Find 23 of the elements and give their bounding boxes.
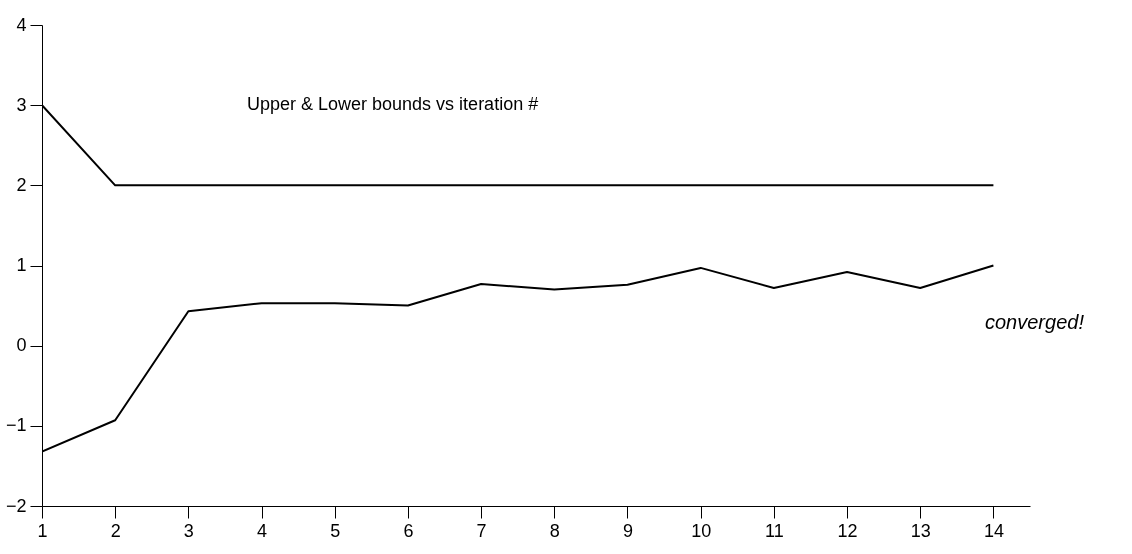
- x-tick-label: 2: [110, 520, 121, 541]
- text: Upper & Lower bounds vs iteration #: [247, 94, 539, 114]
- x-tick-label: 3: [183, 520, 194, 541]
- x-tick-label: 11: [765, 520, 784, 541]
- y-tick-label: 0: [16, 335, 27, 356]
- x-tick-label: 5: [330, 520, 341, 541]
- x-tick-label: 4: [257, 520, 268, 541]
- y-tick-label: 3: [16, 94, 27, 115]
- x-tick-label: 10: [691, 520, 712, 541]
- x-tick-label: 8: [549, 520, 560, 541]
- y-tick-label: 2: [16, 174, 27, 195]
- annotation: converged!: [985, 311, 1085, 333]
- x-tick-label: 9: [622, 520, 633, 541]
- x-tick-label: 6: [403, 520, 414, 541]
- x-tick-label: 1: [37, 520, 48, 541]
- x-tick-label: 13: [910, 520, 931, 541]
- y-tick-label: 4: [16, 14, 27, 35]
- y-tick-label: −1: [5, 415, 27, 436]
- x-tick-label: 7: [476, 520, 487, 541]
- x-tick-label: 12: [837, 520, 858, 541]
- y-tick-label: 1: [16, 255, 27, 275]
- y-tick-label: −2: [5, 495, 27, 516]
- x-tick-label: 14: [983, 520, 1004, 541]
